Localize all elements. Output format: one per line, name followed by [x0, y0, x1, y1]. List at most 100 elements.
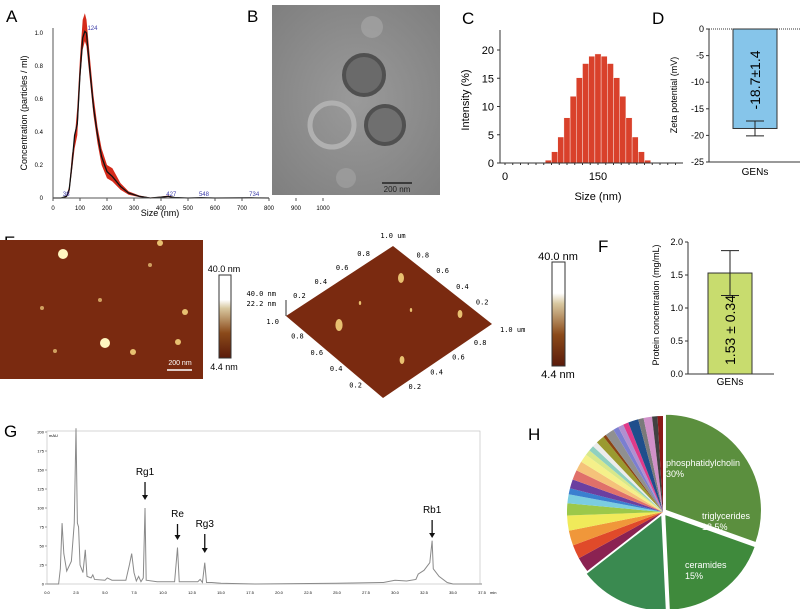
afm-3d-peak — [398, 273, 404, 283]
x-tick-label: 0 — [51, 206, 55, 212]
x-tick-label: 2.5 — [73, 590, 79, 595]
panel-label-d: D — [652, 9, 664, 28]
chart-f-protein: 0.0 0.5 1.0 1.5 2.0 GENs Protein concentration… — [651, 237, 774, 388]
panel-label-g: G — [4, 422, 17, 441]
x-tick-label: 27.5 — [362, 590, 371, 595]
x-tick-label: 37.5 — [478, 590, 487, 595]
y-tick-label: -10 — [691, 77, 704, 87]
peak-label: 124 — [87, 26, 98, 32]
y-axis-title: Intensity (%) — [460, 69, 472, 130]
y-tick-label: 0 — [488, 158, 494, 170]
x-unit-label: min — [490, 590, 496, 595]
panel-label-a: A — [6, 7, 18, 26]
afm-3d-axis-tick: 0.6 — [452, 354, 465, 362]
histogram-bar — [557, 136, 565, 164]
pie-slice — [605, 429, 663, 512]
pie-slice-percent: 30% — [666, 469, 684, 479]
x-tick-label: 32.5 — [420, 590, 429, 595]
pie-slice — [581, 454, 663, 512]
x-tick-label: 200 — [102, 206, 113, 212]
y-tick-label: 175 — [37, 449, 44, 454]
chart-c-dls: 0 5 10 15 20 0 150 Size (nm) Intensity (%) — [460, 30, 683, 203]
pie-slice — [589, 446, 663, 512]
pie-slice — [567, 494, 663, 512]
y-tick-label: -20 — [691, 130, 704, 140]
afm-3d-axis-tick: 0.8 — [357, 250, 370, 258]
x-tick-label: 700 — [237, 206, 248, 212]
pie-slice — [596, 436, 663, 512]
histogram-bar — [594, 53, 602, 164]
tem-particle — [361, 16, 383, 38]
x-tick-label: 7.5 — [131, 590, 137, 595]
x-tick-label: 0.0 — [44, 590, 50, 595]
x-tick-label: 300 — [129, 206, 140, 212]
panel-label-b: B — [247, 7, 258, 26]
pie-slice — [568, 512, 663, 546]
chart-a-nta: 0 100 200 300 400 500 600 700 800 900 1000 0 0.2 0.4 0… — [19, 13, 330, 218]
x-category-label: GENs — [717, 377, 744, 388]
peak-label: 734 — [249, 192, 260, 198]
panel-label-h: H — [528, 425, 540, 444]
afm-2d-colorbar-max: 40.0 nm — [208, 264, 241, 274]
histogram-bar — [625, 117, 633, 164]
tem-particle — [336, 168, 356, 188]
pie-slice — [603, 434, 663, 512]
afm-3d-right-label: 1.0 um — [500, 326, 525, 334]
x-tick-label: 30.0 — [391, 590, 400, 595]
y-tick-label: 20 — [482, 45, 494, 57]
pie-slice — [593, 442, 663, 512]
y-tick-label: 0.5 — [670, 336, 683, 346]
afm-particle — [148, 263, 152, 267]
y-tick-label: 50 — [40, 544, 45, 549]
tem-particle — [307, 100, 357, 150]
afm-3d-image: 0.8 0.6 0.4 0.2 0.8 0.6 0.4 0.2 0.8 0.6 0.4 0.2 0.8 0… — [246, 232, 525, 398]
pie-slice — [613, 427, 663, 512]
histogram-bar — [619, 96, 627, 164]
pie-slice — [652, 416, 663, 512]
afm-particle — [175, 339, 181, 345]
afm-3d-axis-tick: 0.2 — [349, 382, 362, 390]
afm-3d-axis-tick: 0.6 — [436, 267, 449, 275]
pie-slice — [657, 416, 663, 512]
x-category-label: GENs — [742, 167, 769, 178]
y-tick-label: -25 — [691, 157, 704, 167]
afm-particle — [58, 249, 68, 259]
y-tick-label: 0.4 — [35, 130, 44, 136]
y-tick-label: 0.0 — [670, 369, 683, 379]
x-tick-label: 22.5 — [304, 590, 313, 595]
pie-slice-percent: 15% — [685, 571, 703, 581]
x-tick-label: 0 — [502, 171, 508, 183]
tem-scale-label: 200 nm — [384, 185, 411, 194]
pie-slice — [573, 512, 663, 559]
pie-slice-label: phosphatidylcholin — [666, 458, 740, 468]
confidence-band — [53, 13, 269, 199]
afm-2d-image: 200 nm 40.0 nm 4.4 nm — [0, 240, 240, 379]
y-tick-label: 0.8 — [35, 64, 44, 70]
chart-d-zeta: 0 -5 -10 -15 -20 -25 GENs Zeta potential (mV) -1… — [669, 24, 800, 178]
annotation-arrow-head — [201, 548, 208, 553]
x-tick-label: 1000 — [316, 206, 330, 212]
afm-3d-left-label: 1.0 — [266, 318, 279, 326]
x-tick-label: 800 — [264, 206, 275, 212]
afm-3d-peak — [409, 308, 413, 312]
pie-slice — [638, 417, 663, 512]
x-tick-label: 100 — [75, 206, 86, 212]
x-axis-title: Size (nm) — [574, 191, 621, 203]
y-tick-label: 25 — [40, 563, 45, 568]
histogram-bar — [631, 136, 639, 164]
afm-particle — [98, 298, 102, 302]
concentration-line — [53, 30, 270, 199]
panel-label-c: C — [462, 9, 474, 28]
afm-3d-surface — [286, 246, 492, 398]
afm-3d-peak — [358, 301, 362, 305]
x-tick-label: 500 — [183, 206, 194, 212]
peak-annotation-label: Rg1 — [136, 467, 155, 478]
x-tick-label: 900 — [291, 206, 302, 212]
y-tick-label: 1.5 — [670, 270, 683, 280]
pie-slice — [576, 461, 663, 512]
annotation-arrow-head — [142, 495, 149, 500]
afm-3d-axis-tick: 0.8 — [474, 339, 487, 347]
bar-value-label: 1.53 ± 0.34 — [722, 295, 738, 365]
x-tick-label: 150 — [589, 171, 607, 183]
